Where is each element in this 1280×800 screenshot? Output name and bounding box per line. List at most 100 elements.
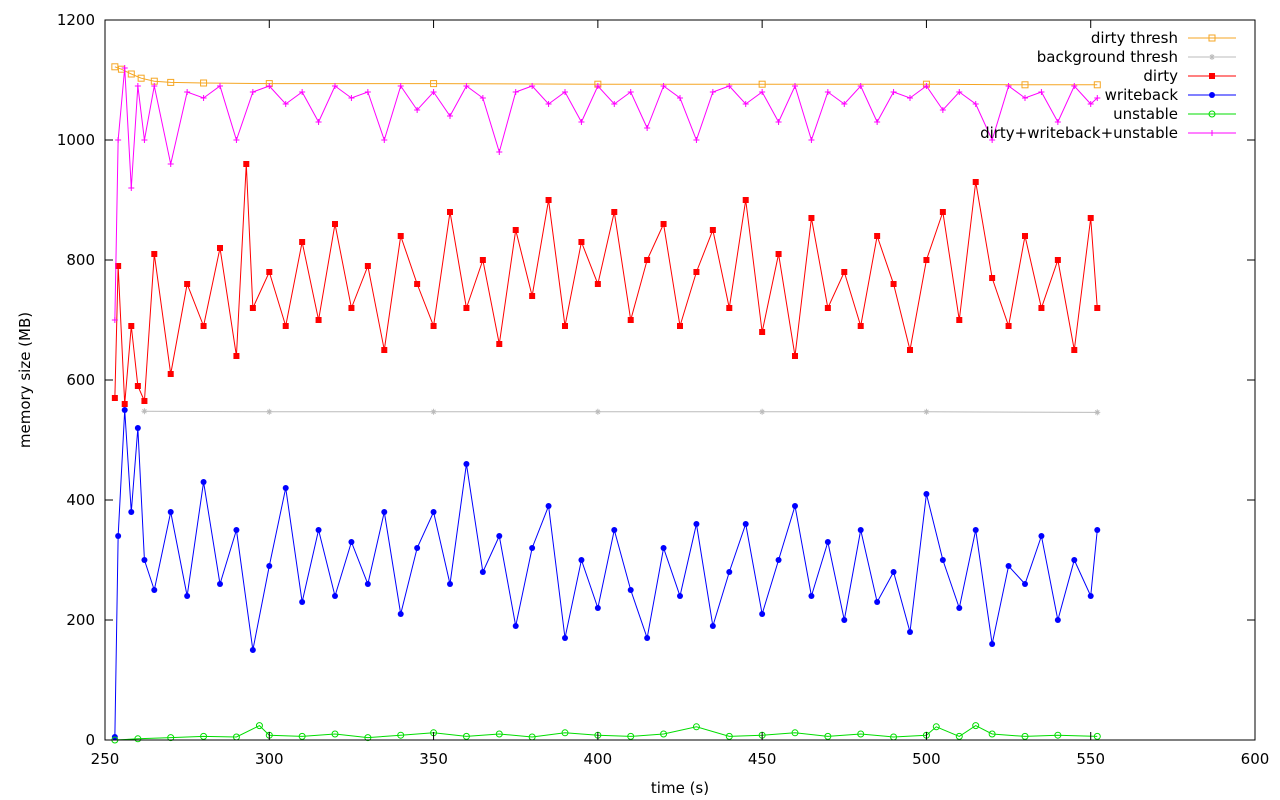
x-tick-label: 300 <box>255 750 284 768</box>
data-point <box>111 63 119 71</box>
series-unstable <box>111 722 1101 744</box>
data-point <box>1022 95 1028 101</box>
data-point <box>299 89 306 95</box>
data-point <box>1005 323 1012 329</box>
data-point <box>594 83 601 89</box>
data-point <box>381 347 388 353</box>
data-point <box>611 527 618 533</box>
data-point <box>562 635 568 641</box>
data-point <box>128 509 135 515</box>
data-point <box>1094 305 1101 311</box>
data-point <box>1087 101 1094 107</box>
data-point <box>1094 409 1101 416</box>
y-axis-title: memory size (MB) <box>16 312 34 448</box>
data-point <box>381 137 388 143</box>
data-point <box>233 353 240 359</box>
data-point <box>939 107 946 113</box>
series-line <box>114 724 1098 741</box>
data-point <box>578 119 585 125</box>
data-point <box>1093 732 1101 740</box>
data-point <box>578 557 585 563</box>
series-layer <box>111 63 1101 744</box>
series-line <box>114 66 1098 86</box>
data-point <box>742 197 749 203</box>
data-point <box>562 323 568 329</box>
data-point <box>115 263 122 269</box>
data-point <box>496 149 503 155</box>
data-point <box>808 593 815 599</box>
data-point <box>726 569 733 575</box>
data-point <box>545 101 552 107</box>
data-point <box>447 113 453 119</box>
data-point <box>709 227 716 233</box>
data-point <box>775 251 782 257</box>
data-point <box>447 209 453 215</box>
data-point <box>972 179 979 185</box>
legend-item: dirty thresh <box>1091 29 1236 47</box>
data-point <box>299 599 306 605</box>
data-point <box>430 509 437 515</box>
legend-swatch-marker <box>1208 110 1216 118</box>
data-point <box>463 461 470 467</box>
y-tick-label: 0 <box>85 731 95 749</box>
data-point <box>907 95 913 101</box>
data-point <box>759 329 766 335</box>
data-point <box>775 557 782 563</box>
data-point <box>1021 732 1029 740</box>
data-point <box>725 732 733 740</box>
data-point <box>759 611 766 617</box>
data-point <box>972 101 979 107</box>
data-point <box>907 629 913 635</box>
data-point <box>217 581 223 587</box>
data-point <box>693 137 700 143</box>
legend-label: dirty+writeback+unstable <box>980 124 1178 142</box>
data-point <box>141 557 148 563</box>
data-point <box>1093 81 1101 89</box>
legend-swatch-marker <box>1209 73 1215 79</box>
legend-label: unstable <box>1113 105 1178 123</box>
data-point <box>200 95 207 101</box>
data-point <box>660 221 667 227</box>
data-point <box>298 732 306 740</box>
data-point <box>1087 215 1094 221</box>
data-point <box>134 83 141 89</box>
data-point <box>115 137 122 143</box>
data-point <box>111 395 118 401</box>
data-point <box>200 323 207 329</box>
data-point <box>200 79 208 87</box>
data-point <box>874 119 881 125</box>
data-point <box>128 185 135 191</box>
x-tick-label: 500 <box>912 750 941 768</box>
data-point <box>1022 581 1028 587</box>
data-point <box>111 317 118 323</box>
data-point <box>266 269 273 275</box>
data-point <box>923 83 930 89</box>
data-point <box>857 83 864 89</box>
data-point <box>167 371 174 377</box>
data-point <box>1054 119 1061 125</box>
data-point <box>890 281 897 287</box>
data-point <box>141 137 148 143</box>
data-point <box>562 89 568 95</box>
data-point <box>495 730 503 738</box>
data-point <box>430 408 437 415</box>
data-point <box>463 305 470 311</box>
y-tick-label: 1000 <box>57 131 95 149</box>
data-point <box>381 509 388 515</box>
data-point <box>364 581 371 587</box>
data-point <box>233 137 240 143</box>
legend-swatch-marker <box>1209 130 1215 136</box>
data-point <box>529 293 536 299</box>
data-point <box>479 95 486 101</box>
data-point <box>184 281 191 287</box>
x-tick-label: 550 <box>1076 750 1105 768</box>
data-point <box>1094 527 1101 533</box>
data-point <box>282 485 289 491</box>
data-point <box>545 197 552 203</box>
data-point <box>988 730 996 738</box>
data-point <box>627 732 635 740</box>
data-point <box>561 729 569 737</box>
data-point <box>939 209 946 215</box>
data-point <box>266 408 273 415</box>
